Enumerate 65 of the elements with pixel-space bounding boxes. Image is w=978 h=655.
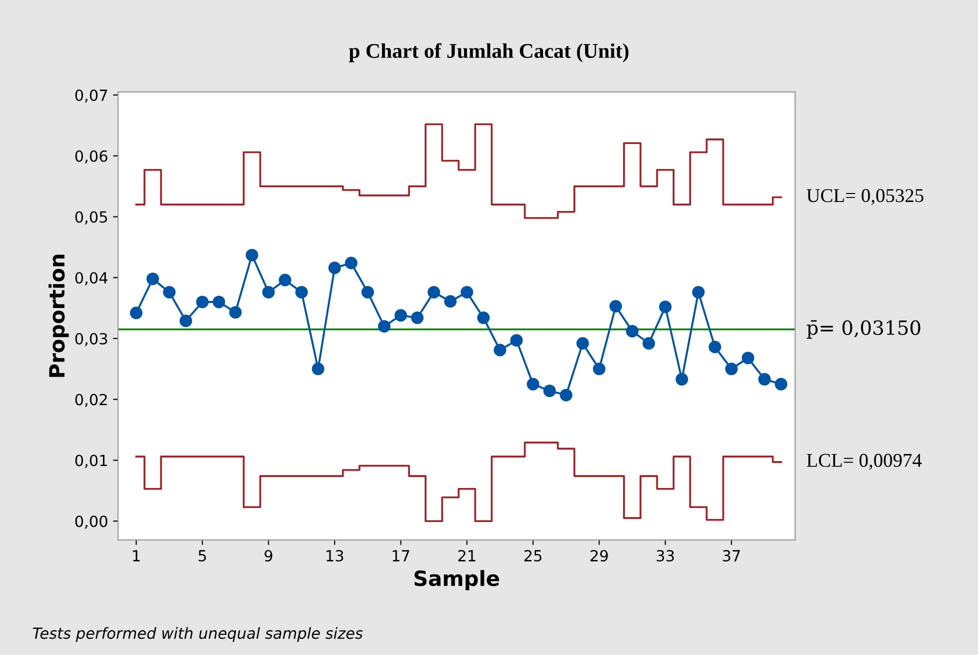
x-tick-label: 33 [656, 550, 674, 562]
point [708, 340, 722, 354]
point [262, 286, 275, 298]
point [626, 324, 639, 338]
x-tick-label: 13 [326, 550, 344, 562]
point [163, 286, 176, 298]
point [278, 274, 292, 286]
y-tick-label: 0,01 [75, 454, 107, 468]
x-tick-label: 9 [264, 550, 272, 562]
chart-title: p Chart of Jumlah Cacat (Unit) [348, 43, 628, 62]
series-label: UCL= 0,05325 [806, 189, 924, 205]
point [676, 373, 688, 386]
point [361, 286, 374, 298]
point [196, 296, 209, 308]
x-tick-label: 21 [458, 550, 476, 562]
point [477, 312, 490, 324]
point [378, 320, 390, 333]
x-tick-label: 25 [524, 550, 542, 562]
point [246, 248, 258, 262]
point [526, 378, 540, 390]
y-axis-title: Proportion [48, 254, 69, 377]
point [312, 362, 324, 376]
point [659, 300, 672, 314]
point [592, 362, 606, 376]
point [725, 362, 738, 376]
x-tick-label: 5 [198, 550, 206, 562]
text: Tests performed with unequal sample sizes [32, 627, 363, 642]
point [742, 352, 754, 364]
x-tick-label: 37 [722, 550, 740, 562]
x-tick-label: 17 [392, 550, 410, 562]
point [609, 300, 622, 312]
point [460, 286, 474, 298]
x-axis-title: Sample [414, 570, 500, 590]
x-tick-label: 29 [590, 550, 608, 562]
point [180, 314, 192, 328]
point [130, 306, 142, 320]
point [295, 286, 308, 298]
point [642, 337, 656, 350]
point [494, 344, 506, 356]
point [758, 373, 771, 386]
ref-line-label: p̄= 0,03150 [806, 320, 920, 339]
series-label: LCL= 0,00974 [806, 454, 922, 470]
point [411, 312, 424, 324]
point [444, 295, 457, 308]
y-tick-label: 0,06 [75, 150, 108, 164]
y-tick-label: 0,07 [75, 89, 108, 103]
point [576, 337, 589, 350]
point [344, 256, 358, 270]
point [229, 306, 242, 319]
point [774, 378, 788, 390]
point [510, 334, 523, 347]
point [560, 388, 572, 402]
x-tick-label: 1 [133, 550, 140, 562]
y-tick-label: 0,02 [75, 394, 107, 407]
point [212, 296, 226, 308]
point [428, 286, 440, 298]
point [146, 272, 160, 286]
point [328, 262, 341, 274]
point [692, 286, 705, 298]
y-tick-label: 0,05 [75, 211, 107, 224]
y-tick-label: 0,04 [75, 272, 108, 286]
y-tick-label: 0,00 [75, 516, 108, 529]
y-tick-label: 0,03 [75, 332, 108, 346]
point [394, 309, 408, 322]
point [543, 384, 556, 398]
